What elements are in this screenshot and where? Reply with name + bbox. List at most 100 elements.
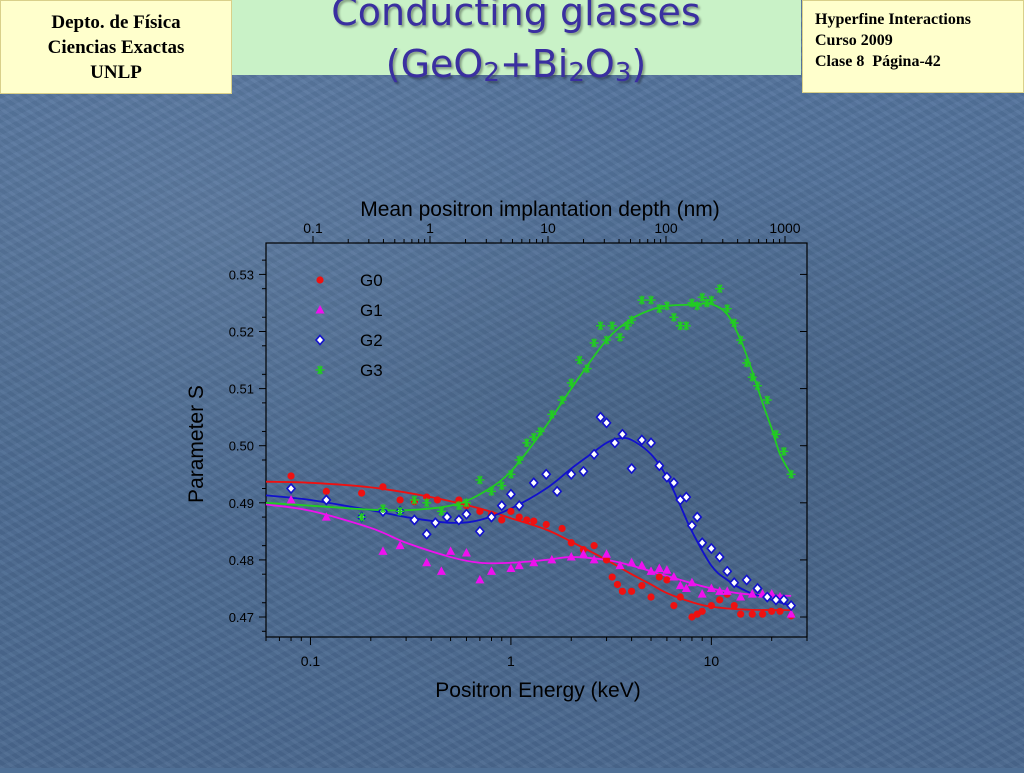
data-point-g1 xyxy=(578,549,588,558)
data-point-g0 xyxy=(676,593,684,601)
data-point-g3 xyxy=(589,338,599,348)
x-tick-label: 0.1 xyxy=(301,653,321,669)
data-point-g1 xyxy=(706,583,716,592)
data-point-g3 xyxy=(747,372,757,382)
data-point-g2 xyxy=(552,485,563,498)
data-point-g3 xyxy=(779,446,789,456)
data-point-g3 xyxy=(615,332,625,342)
data-point-g1 xyxy=(378,546,388,555)
data-point-g2 xyxy=(461,508,472,520)
data-point-g1 xyxy=(602,549,612,558)
data-point-g1 xyxy=(722,586,732,595)
data-point-g2 xyxy=(714,551,725,563)
data-point-g1 xyxy=(514,560,524,570)
data-point-g3 xyxy=(497,481,507,491)
data-point-g3 xyxy=(742,358,752,368)
top-axis-label: Mean positron implantation depth (nm) xyxy=(360,198,720,221)
data-point-g1 xyxy=(529,557,539,567)
legend-label: G0 xyxy=(360,271,383,290)
legend-marker-g0 xyxy=(316,276,324,284)
data-point-g1 xyxy=(566,552,576,561)
data-point-g0 xyxy=(590,542,598,550)
x-tick-label: 10 xyxy=(704,653,720,669)
data-point-g0 xyxy=(776,607,784,615)
data-point-g2 xyxy=(486,511,497,523)
data-point-g2 xyxy=(409,514,420,526)
data-point-g0 xyxy=(647,593,655,601)
data-point-g1 xyxy=(486,566,496,575)
data-point-g0 xyxy=(507,507,515,515)
fit-line-g3 xyxy=(265,302,792,512)
data-point-g3 xyxy=(622,321,632,331)
legend-label: G2 xyxy=(360,331,383,350)
y-tick-label: 0.51 xyxy=(229,382,254,397)
data-point-g0 xyxy=(498,516,506,524)
title-band xyxy=(231,0,801,75)
data-point-g1 xyxy=(715,586,725,595)
data-point-g2 xyxy=(496,499,507,512)
data-point-g3 xyxy=(475,475,485,485)
data-point-g3 xyxy=(722,304,732,314)
legend-label: G1 xyxy=(360,301,383,320)
data-point-g3 xyxy=(637,295,647,305)
data-point-g2 xyxy=(786,599,797,612)
fit-line-g1 xyxy=(265,503,792,597)
data-point-g1 xyxy=(615,560,625,570)
data-point-g0 xyxy=(433,496,442,504)
data-point-g3 xyxy=(422,498,432,508)
y-tick-label: 0.52 xyxy=(229,325,254,340)
data-point-g3 xyxy=(409,495,419,505)
data-point-g2 xyxy=(681,491,692,503)
data-point-g2 xyxy=(609,437,620,449)
course-line: Hyperfine Interactions xyxy=(815,11,971,28)
data-point-g2 xyxy=(285,482,297,495)
title-line-2: (GeO2+Bi2O3) xyxy=(385,42,647,88)
data-point-g3 xyxy=(357,512,367,522)
data-point-g0 xyxy=(542,520,550,529)
data-point-g0 xyxy=(688,613,696,621)
data-point-g2 xyxy=(752,582,763,595)
data-point-g0 xyxy=(748,610,756,618)
data-point-g0 xyxy=(716,596,724,604)
data-point-g0 xyxy=(768,607,776,615)
top-tick-label: 0.1 xyxy=(303,220,323,236)
data-point-g3 xyxy=(687,298,697,308)
data-point-g0 xyxy=(758,610,767,618)
data-point-g3 xyxy=(681,321,691,331)
data-point-g1 xyxy=(446,546,456,555)
data-point-g2 xyxy=(645,437,657,449)
y-axis-label: Parameter S xyxy=(185,385,208,503)
data-point-g3 xyxy=(557,395,567,405)
data-point-g3 xyxy=(461,498,471,508)
data-point-g3 xyxy=(486,486,496,496)
data-point-g1 xyxy=(436,566,446,575)
top-tick-label: 1 xyxy=(426,220,434,236)
institution-line: Ciencias Exactas xyxy=(47,36,185,58)
data-point-g1 xyxy=(669,572,679,581)
y-tick-label: 0.47 xyxy=(229,610,254,625)
data-point-g3 xyxy=(436,506,446,516)
data-point-g3 xyxy=(566,378,576,388)
institution-line: UNLP xyxy=(90,61,142,83)
data-point-g2 xyxy=(741,574,752,586)
y-tick-label: 0.49 xyxy=(229,496,254,511)
data-point-g2 xyxy=(589,448,600,460)
data-point-g3 xyxy=(454,501,464,511)
data-point-g3 xyxy=(662,301,672,311)
data-point-g0 xyxy=(358,489,366,497)
data-point-g0 xyxy=(396,496,404,504)
data-point-g2 xyxy=(601,417,612,429)
data-point-g0 xyxy=(730,601,738,610)
data-point-g2 xyxy=(514,499,525,512)
slide-title: Conducting glasses (GeO2+Bi2O3) xyxy=(231,0,801,99)
fit-line-g0 xyxy=(265,480,792,612)
data-point-g0 xyxy=(655,573,663,581)
data-point-g0 xyxy=(698,607,706,615)
top-tick-label: 10 xyxy=(540,220,556,236)
y-tick-label: 0.50 xyxy=(229,439,254,454)
data-point-g1 xyxy=(547,554,557,564)
data-point-g1 xyxy=(654,563,664,572)
